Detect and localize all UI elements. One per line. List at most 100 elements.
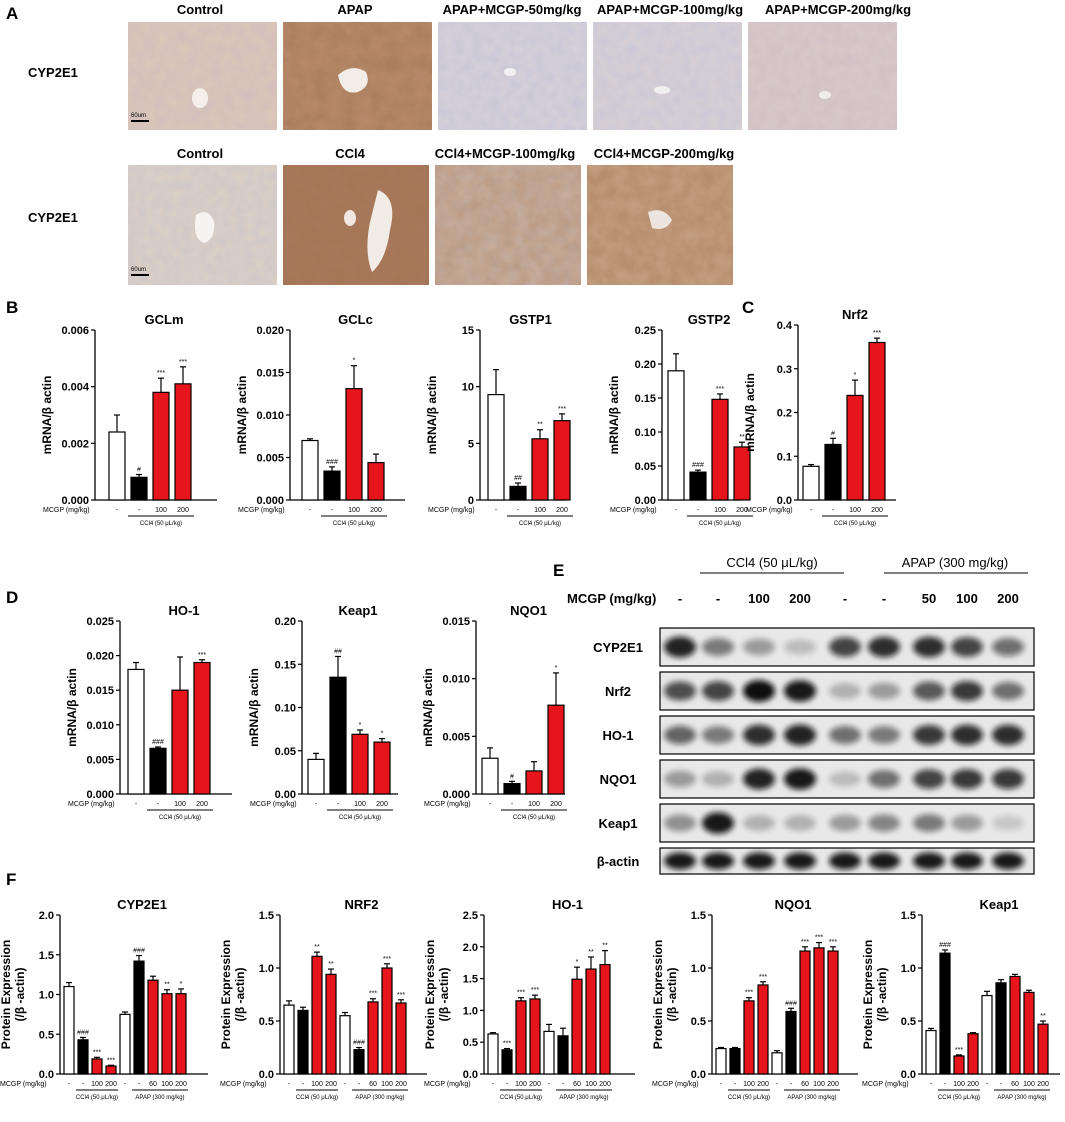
bar	[868, 341, 886, 501]
y-tick-label: 0.010	[442, 674, 470, 686]
chart-f-keap1: Keap1 0.0 0.5 1.0 1.5 Protein Expression(/β -…	[861, 897, 1060, 1101]
bar	[339, 1015, 351, 1075]
significance-label: #	[831, 430, 835, 437]
y-tick-label: 0.5	[901, 1016, 916, 1028]
bar	[1037, 1023, 1049, 1075]
mcgp-label: MCGP (mg/kg)	[250, 801, 297, 808]
bar	[543, 1030, 555, 1075]
x-tick-label: 200	[395, 1081, 407, 1088]
bar	[515, 1000, 527, 1075]
blot-band-label: CYP2E1	[593, 640, 643, 655]
y-tick-label: 0.000	[442, 789, 470, 801]
y-tick-label: 1.0	[463, 1005, 478, 1017]
y-tick-label: 0.5	[39, 1029, 54, 1041]
panel-letter-d: D	[6, 588, 18, 607]
y-tick-label: 1.5	[691, 910, 706, 922]
x-tick-label: 100	[813, 1081, 825, 1088]
significance-label: ***	[397, 992, 405, 999]
blot-band	[913, 769, 945, 789]
chart-title: Keap1	[979, 897, 1018, 912]
bar	[381, 967, 393, 1075]
significance-label: #	[137, 467, 141, 474]
y-axis-label: Protein Expression(/β -actin)	[219, 940, 247, 1049]
bar	[193, 661, 211, 795]
x-tick-label: 200	[556, 507, 568, 514]
blot-band-label: β-actin	[597, 854, 640, 869]
bar	[133, 960, 145, 1075]
x-tick-label: -	[315, 801, 318, 808]
bar	[323, 470, 341, 501]
bar	[529, 998, 541, 1075]
group-label: CCl4 (50 μL/kg)	[500, 1095, 542, 1101]
y-axis-label-line: (/β -actin)	[665, 968, 679, 1022]
chart-title: HO-1	[168, 603, 199, 618]
blot-band	[951, 680, 983, 702]
chart-b-gclc: GCLc 0.000 0.005 0.010 0.015 0.020 mRNA/β acti…	[235, 312, 405, 527]
y-tick-label: 0.000	[61, 495, 89, 507]
x-tick-label: -	[697, 507, 700, 514]
mcgp-label: MCGP (mg/kg)	[238, 507, 285, 514]
blot-band	[951, 814, 983, 832]
bar	[127, 668, 145, 795]
chart-title: GCLm	[145, 312, 184, 327]
x-tick-label: 100	[311, 1081, 323, 1088]
y-tick-label: 0.015	[256, 368, 284, 380]
mcgp-label: MCGP (mg/kg)	[610, 507, 657, 514]
y-axis-label: Protein Expression(/β -actin)	[423, 940, 451, 1049]
significance-label: ***	[503, 1041, 511, 1048]
significance-label: #	[510, 773, 514, 780]
bar	[351, 733, 369, 795]
bar	[91, 1058, 103, 1075]
x-tick-label: 200	[529, 1081, 541, 1088]
x-tick-label: 200	[105, 1081, 117, 1088]
chart-title: NQO1	[775, 897, 812, 912]
blot-band	[992, 724, 1024, 746]
blot-band	[868, 814, 900, 832]
significance-label: ***	[759, 974, 767, 981]
blot-band	[992, 768, 1024, 790]
histology-image	[438, 22, 587, 130]
mcgp-label: MCGP (mg/kg)	[862, 1081, 909, 1088]
blot-band	[702, 726, 734, 744]
blot-band	[664, 814, 696, 832]
significance-label: ***	[107, 1057, 115, 1064]
x-tick-label: 100	[91, 1081, 103, 1088]
significance-label: ***	[531, 987, 539, 994]
x-tick-label: -	[288, 1081, 291, 1088]
x-tick-label: -	[124, 1081, 127, 1088]
panel-letter-e: E	[553, 561, 564, 580]
x-tick-label: -	[157, 801, 160, 808]
y-tick-label: 0.005	[442, 731, 470, 743]
chart-f-cyp2e1: CYP2E1 0.0 0.5 1.0 1.5 2.0 Protein Expression(…	[0, 897, 208, 1101]
histology-image: 60um	[128, 22, 277, 130]
bar	[953, 1055, 965, 1075]
x-tick-label: 60	[573, 1081, 581, 1088]
chart-f-nrf2: NRF2 0.0 0.5 1.0 1.5 Protein Expression(/β -a…	[219, 897, 427, 1101]
panel-letter-f: F	[6, 870, 16, 889]
x-tick-label: 200	[757, 1081, 769, 1088]
group-label: APAP (300 mg/kg)	[559, 1095, 608, 1101]
bar	[147, 979, 159, 1075]
significance-label: ***	[157, 370, 165, 377]
y-tick-label: 0.0	[463, 1069, 478, 1081]
blot-bands: CYP2E1 Nrf2 HO-1 NQO1 Keap1 β-actin	[593, 627, 1035, 875]
blot-band	[992, 852, 1024, 870]
blot-band	[913, 852, 945, 870]
blot-dose-row: - - 100 200 - - 50 100 200	[678, 591, 1019, 606]
y-tick-label: 1.5	[901, 910, 916, 922]
mcgp-label: MCGP (mg/kg)	[220, 1081, 267, 1088]
y-tick-label: 0.006	[61, 325, 89, 337]
panel-letter-c: C	[742, 298, 754, 317]
y-axis-label: mRNA/β actin	[425, 376, 439, 455]
bar	[373, 741, 391, 795]
bar	[149, 747, 167, 795]
significance-label: ###	[133, 948, 145, 955]
blot-band	[743, 638, 775, 656]
x-tick-label: 200	[967, 1081, 979, 1088]
x-tick-label: 100	[534, 507, 546, 514]
histology-image	[283, 165, 429, 285]
mcgp-label: MCGP (mg/kg)	[746, 507, 793, 514]
y-tick-label: 0.5	[691, 1016, 706, 1028]
